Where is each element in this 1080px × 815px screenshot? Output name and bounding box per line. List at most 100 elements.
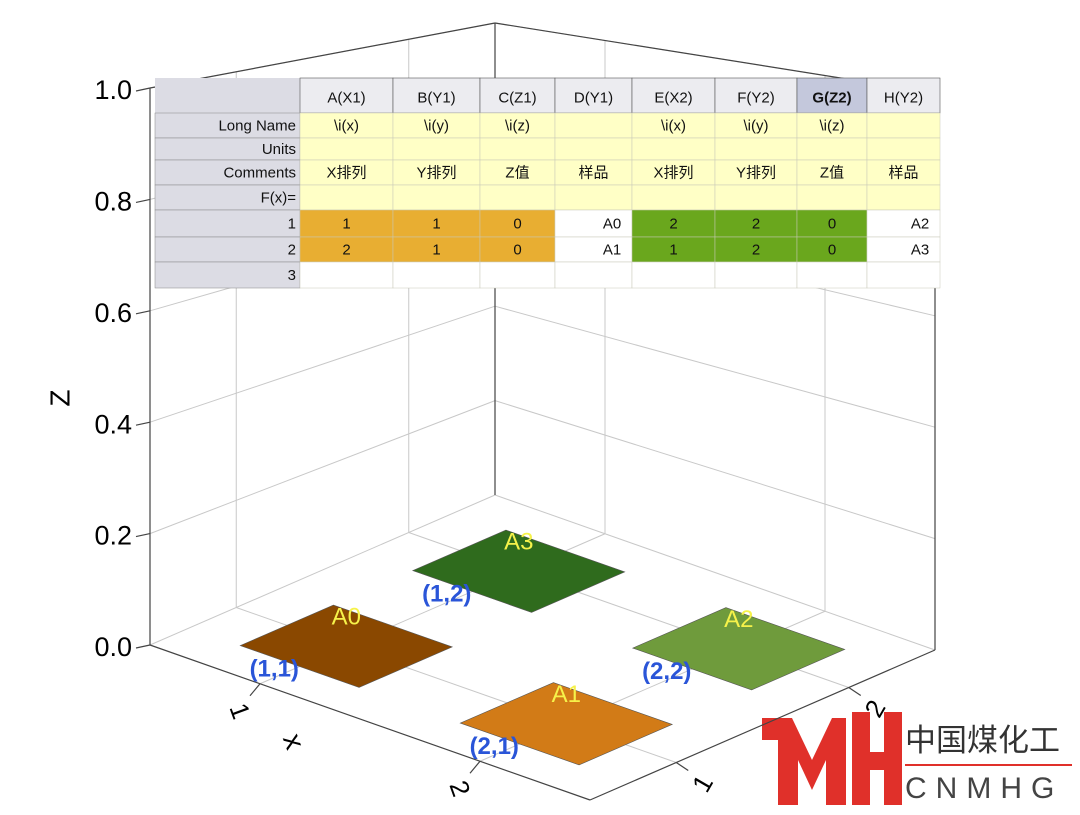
cell <box>714 184 798 211</box>
cell <box>796 261 868 289</box>
cell <box>866 184 941 211</box>
cell <box>631 184 716 211</box>
row-header-cell <box>154 159 301 186</box>
cell-text: 2 <box>669 215 677 232</box>
column-header: D(Y1) <box>574 89 613 106</box>
cell <box>631 137 716 161</box>
y-tick <box>675 762 689 771</box>
cell <box>631 261 716 289</box>
header-corner <box>155 78 300 113</box>
y-tick-label: 1 <box>686 770 719 798</box>
x-tick-label: 2 <box>443 777 476 801</box>
grid-line <box>149 305 496 423</box>
z-tick <box>135 533 151 538</box>
grid-line <box>149 400 496 535</box>
cell <box>796 159 868 186</box>
logo: 中国煤化工 CNMHG <box>762 712 1072 805</box>
cell-text: 2 <box>342 241 350 258</box>
z-tick-label: 0.2 <box>94 521 132 551</box>
column-header-cell <box>299 77 394 114</box>
row-header-cell <box>154 184 301 211</box>
cell <box>714 209 798 238</box>
cell <box>299 261 394 289</box>
cell <box>554 159 633 186</box>
cell <box>714 261 798 289</box>
x-tick <box>249 683 261 697</box>
cell-text: 1 <box>342 215 350 232</box>
cell-text: 0 <box>513 215 521 232</box>
point-label: (2,2) <box>642 658 691 685</box>
axis-edge <box>149 22 496 89</box>
cell <box>479 184 556 211</box>
cell-text: \i(y) <box>424 117 449 134</box>
cell <box>714 159 798 186</box>
cell <box>714 112 798 139</box>
row-header: 1 <box>288 215 296 232</box>
row-header-cell <box>154 209 301 238</box>
cell-text: 1 <box>432 241 440 258</box>
row-header: 2 <box>288 241 296 258</box>
cell <box>866 112 941 139</box>
cell-text: A1 <box>603 241 621 258</box>
cell-text: 0 <box>513 241 521 258</box>
row-header: Long Name <box>218 117 296 134</box>
cell <box>866 209 941 238</box>
cell-text: Y排列 <box>736 164 776 181</box>
tile <box>411 529 626 613</box>
tile-label: A2 <box>724 606 753 633</box>
cell <box>866 137 941 161</box>
cell-text: \i(z) <box>820 117 845 134</box>
row-header: Comments <box>223 164 296 181</box>
cell <box>479 137 556 161</box>
cell <box>299 159 394 186</box>
column-header-cell <box>631 77 716 114</box>
cell-text: \i(x) <box>334 117 359 134</box>
cell-text: 1 <box>669 241 677 258</box>
point-label: (1,1) <box>250 656 299 683</box>
cell <box>392 184 481 211</box>
z-tick <box>135 198 151 203</box>
z-tick-label: 0.6 <box>94 298 132 328</box>
cell-text: Y排列 <box>416 164 456 181</box>
z-tick <box>135 310 151 315</box>
column-header: C(Z1) <box>498 89 536 106</box>
axis-edge <box>589 649 936 801</box>
tile <box>239 604 454 688</box>
logo-h <box>852 712 902 805</box>
cell-text: X排列 <box>326 164 366 181</box>
cell <box>631 112 716 139</box>
point-label: (2,1) <box>470 733 519 760</box>
row-header-cell <box>154 236 301 263</box>
z-tick <box>135 644 151 649</box>
row-header: 3 <box>288 267 296 284</box>
cell <box>299 137 394 161</box>
tile <box>459 682 674 766</box>
cell <box>866 159 941 186</box>
cell <box>796 184 868 211</box>
z-tick-label: 0.4 <box>94 409 132 439</box>
x-tick-label: 1 <box>223 699 256 723</box>
row-header-cell <box>154 261 301 289</box>
cell <box>392 112 481 139</box>
cell-text: 2 <box>752 215 760 232</box>
cell-text: Z值 <box>820 164 844 181</box>
cell <box>392 137 481 161</box>
cell <box>631 236 716 263</box>
column-header: E(X2) <box>654 89 692 106</box>
cell-text: 2 <box>752 241 760 258</box>
cell <box>479 209 556 238</box>
logo-m <box>762 718 846 805</box>
cell-text: X排列 <box>653 164 693 181</box>
cell <box>796 209 868 238</box>
x-tick <box>469 760 481 774</box>
cell <box>866 261 941 289</box>
cell-text: \i(y) <box>744 117 769 134</box>
tile-label: A1 <box>552 681 581 708</box>
tile <box>631 607 846 691</box>
x-axis-label: x <box>277 729 311 753</box>
column-header: H(Y2) <box>884 89 923 106</box>
cell <box>479 261 556 289</box>
cell-text: A2 <box>911 215 929 232</box>
grid-line <box>149 494 496 646</box>
